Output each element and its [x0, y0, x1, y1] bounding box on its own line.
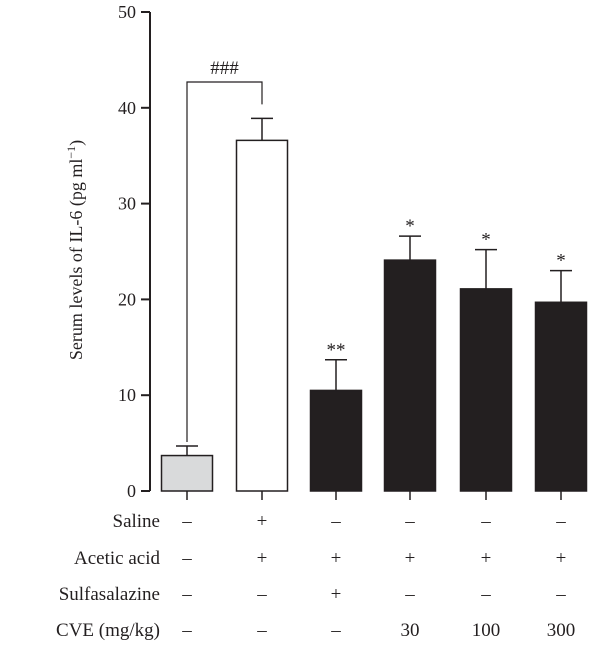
bar-6	[534, 301, 588, 492]
y-tick-label: 10	[118, 385, 136, 405]
y-tick-label: 50	[118, 2, 136, 22]
treatment-cell: +	[405, 548, 416, 569]
bar-1	[160, 454, 214, 492]
bars	[160, 139, 588, 492]
y-tick-label: 40	[118, 98, 136, 118]
treatment-cell: –	[480, 511, 491, 532]
treatment-cell: –	[404, 584, 415, 605]
significance-label: *	[405, 216, 415, 237]
significance-marks: *****	[327, 216, 566, 361]
treatment-cell: –	[181, 511, 192, 532]
treatment-table: Saline – + – – – –Acetic acid – + + + + +Sulfasalazi…	[56, 511, 575, 641]
significance-label: *	[556, 251, 566, 272]
treatment-cell: 100	[472, 620, 501, 641]
treatment-row-label: Saline	[113, 511, 161, 532]
treatment-cell: –	[181, 548, 192, 569]
treatment-row-label: Sulfasalazine	[59, 584, 160, 605]
y-tick-label: 30	[118, 194, 136, 214]
treatment-cell: +	[331, 584, 342, 605]
treatment-cell: –	[256, 584, 267, 605]
treatment-cell: 30	[401, 620, 420, 641]
bar-5	[459, 288, 513, 492]
treatment-cell: 300	[547, 620, 576, 641]
y-axis-label-superscript: −1	[64, 146, 78, 159]
y-axis-label: Serum levels of IL-6 (pg ml−1)	[64, 140, 87, 360]
treatment-cell: +	[257, 511, 268, 532]
treatment-cell: –	[181, 584, 192, 605]
treatment-cell: +	[331, 548, 342, 569]
bracket-label: ###	[210, 58, 239, 79]
y-tick-label: 0	[127, 481, 136, 501]
treatment-cell: –	[256, 620, 267, 641]
treatment-cell: –	[330, 511, 341, 532]
bar-3	[309, 389, 363, 492]
treatment-cell: –	[404, 511, 415, 532]
treatment-row-label: CVE (mg/kg)	[56, 620, 160, 641]
treatment-cell: –	[330, 620, 341, 641]
treatment-row-label: Acetic acid	[74, 548, 160, 569]
comparison-bracket: ###	[186, 58, 263, 442]
x-ticks	[186, 491, 562, 500]
significance-label: **	[327, 340, 346, 361]
treatment-cell: –	[480, 584, 491, 605]
error-bars	[176, 117, 572, 456]
treatment-cell: +	[556, 548, 567, 569]
y-tick-label: 20	[118, 289, 136, 309]
treatment-cell: –	[555, 584, 566, 605]
significance-label: *	[481, 230, 491, 251]
y-axis: 0 10 20 30 40 50	[118, 2, 151, 501]
treatment-cell: +	[257, 548, 268, 569]
y-axis-label-main: Serum levels of IL-6 (pg ml	[66, 159, 87, 360]
bar-4	[383, 259, 437, 492]
bracket-line	[186, 81, 263, 442]
treatment-cell: +	[481, 548, 492, 569]
bar-2	[235, 139, 289, 492]
y-axis-label-close: )	[66, 140, 87, 146]
treatment-cell: –	[555, 511, 566, 532]
treatment-cell: –	[181, 620, 192, 641]
